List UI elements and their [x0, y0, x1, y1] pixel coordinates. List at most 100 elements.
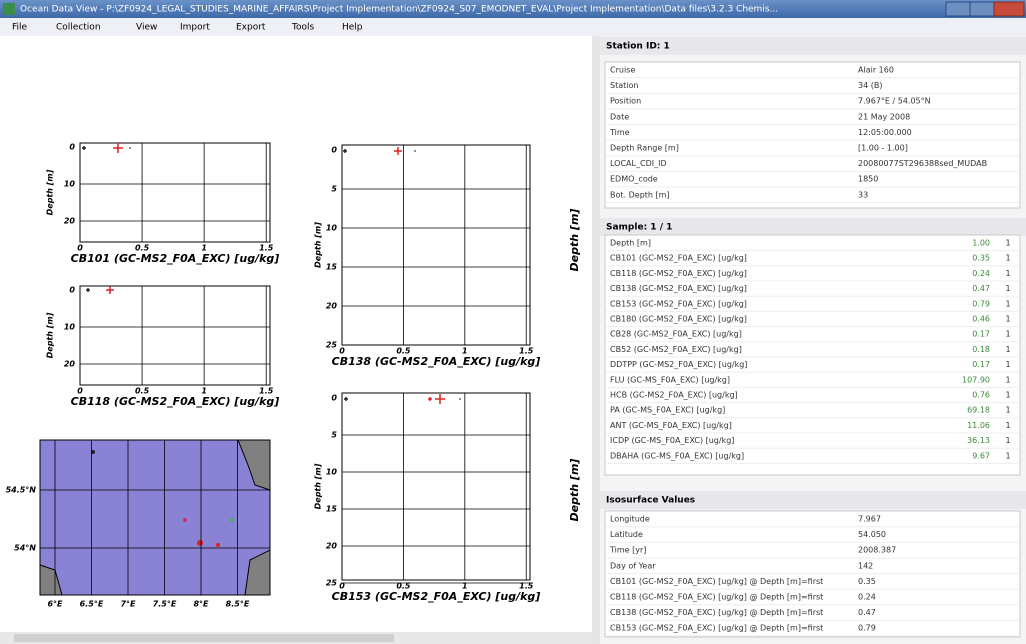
data-point [414, 150, 416, 152]
y-tick-label: 25 [326, 341, 338, 350]
row-label: Date [610, 112, 629, 121]
section-title: Station ID: 1 [606, 42, 670, 52]
x-axis-label: CB101 (GC-MS2_F0A_EXC) [ug/kg] [71, 252, 280, 265]
x-axis-label: CB153 (GC-MS2_F0A_EXC) [ug/kg] [332, 590, 541, 603]
row-value: 0.47 [858, 608, 876, 617]
station [216, 543, 220, 547]
row-value: [1.00 - 1.00] [858, 144, 908, 153]
menu-item[interactable]: Import [180, 23, 210, 33]
row-label: ANT (GC-MS_F0A_EXC) [ug/kg] [610, 421, 732, 430]
row-label: CB180 (GC-MS2_F0A_EXC) [ug/kg] [610, 315, 747, 324]
scroll-thumb[interactable] [14, 634, 394, 642]
menu-bar [0, 18, 1026, 36]
land [39, 564, 63, 596]
row-value: 36.13 [967, 436, 990, 445]
row-value: 11.06 [967, 421, 990, 430]
row-label: Longitude [610, 515, 650, 524]
section-header [600, 37, 1026, 55]
menu-item[interactable]: File [12, 23, 28, 33]
x-tick-label: 0 [77, 387, 83, 396]
close[interactable] [993, 1, 1025, 17]
menu-item[interactable]: Collection [56, 23, 101, 33]
section-header [600, 218, 1026, 236]
y-tick-label: 5 [331, 431, 337, 440]
row-flag: 1 [1005, 254, 1010, 263]
row-value: 0.17 [972, 330, 990, 339]
lat-label: 54.5°N [6, 486, 37, 495]
row-flag: 1 [1005, 375, 1010, 384]
menu-item[interactable]: Export [236, 23, 266, 33]
menu-item[interactable]: Help [342, 23, 363, 33]
row-value: 0.79 [972, 299, 990, 308]
menu-item[interactable]: View [136, 23, 157, 33]
row-value: 0.47 [972, 284, 990, 293]
app-icon [3, 3, 15, 15]
y-tick-label: 20 [326, 302, 338, 311]
lat-label: 54°N [14, 544, 36, 553]
x-tick-label: 0.5 [135, 387, 150, 396]
station [197, 540, 203, 546]
row-label: CB52 (GC-MS2_F0A_EXC) [ug/kg] [610, 345, 742, 354]
data-point [106, 286, 114, 294]
x-tick-label: 0 [339, 582, 345, 591]
title-bar [0, 0, 1026, 18]
x-tick-label: 0.5 [135, 244, 150, 253]
section-header [600, 491, 1026, 509]
y-axis-label: Depth [m] [568, 459, 581, 522]
x-tick-label: 1 [462, 347, 468, 356]
data-point [86, 288, 90, 292]
row-value: 12:05:00.000 [858, 128, 912, 137]
y-axis-label: Depth [m] [314, 463, 323, 509]
x-tick-label: 1 [201, 244, 207, 253]
row-value: 34 (B) [858, 81, 882, 90]
lon-label: 7°E [120, 600, 136, 609]
row-value: 7.967 [858, 515, 881, 524]
row-label: Depth [m] [610, 239, 651, 248]
row-flag: 1 [1005, 315, 1010, 324]
map: 54.5°N 54°N 6°E 6.5°E 7°E 7.5°E 8°E 8.5°E [6, 439, 271, 609]
row-label: HCB (GC-MS2_F0A_EXC) [ug/kg] [610, 391, 738, 400]
row-label: Day of Year [610, 561, 656, 570]
row-label: FLU (GC-MS_F0A_EXC) [ug/kg] [610, 375, 730, 384]
row-flag: 1 [1005, 451, 1010, 460]
row-value: 9.67 [972, 451, 990, 460]
y-axis-label: Depth [m] [46, 312, 55, 358]
row-label: Time [yr] [609, 546, 646, 555]
lon-label: 6°E [47, 600, 63, 609]
row-label: CB101 (GC-MS2_F0A_EXC) [ug/kg] @ Depth [… [610, 577, 823, 586]
map-frame [39, 439, 271, 596]
row-value: 21 May 2008 [858, 112, 910, 121]
row-label: CB138 (GC-MS2_F0A_EXC) [ug/kg] @ Depth [… [610, 608, 823, 617]
row-label: DBAHA (GC-MS_F0A_EXC) [ug/kg] [610, 451, 744, 460]
y-tick-label: 20 [64, 360, 76, 369]
row-label: Station [610, 81, 638, 90]
y-tick-label: 0 [331, 394, 337, 403]
row-label: DDTPP (GC-MS2_F0A_EXC) [ug/kg] [610, 360, 747, 369]
data-point [343, 149, 347, 153]
row-label: CB101 (GC-MS2_F0A_EXC) [ug/kg] [610, 254, 747, 263]
row-value: 20080077ST296388sed_MUDAB [858, 159, 987, 168]
x-axis-label: CB118 (GC-MS2_F0A_EXC) [ug/kg] [71, 395, 280, 408]
splitter[interactable] [592, 36, 600, 644]
row-value: 0.35 [858, 577, 876, 586]
maximize[interactable] [969, 1, 995, 17]
row-value: 0.24 [972, 269, 990, 278]
row-flag: 1 [1005, 406, 1010, 415]
row-label: Latitude [610, 530, 643, 539]
y-axis-label: Depth [m] [568, 209, 581, 272]
row-value: 0.76 [972, 391, 990, 400]
station [183, 518, 187, 522]
station [91, 450, 95, 454]
row-label: CB118 (GC-MS2_F0A_EXC) [ug/kg] @ Depth [… [610, 593, 823, 602]
row-label: LOCAL_CDI_ID [610, 159, 667, 168]
land [244, 549, 271, 596]
data-point [344, 397, 348, 401]
row-flag: 1 [1005, 345, 1010, 354]
x-tick-label: 1.5 [519, 347, 534, 356]
station [230, 518, 234, 522]
section-body [604, 234, 1021, 476]
y-tick-label: 15 [326, 263, 338, 272]
minimize[interactable] [945, 1, 971, 17]
menu-item[interactable]: Tools [291, 23, 314, 33]
row-label: Cruise [610, 66, 635, 75]
